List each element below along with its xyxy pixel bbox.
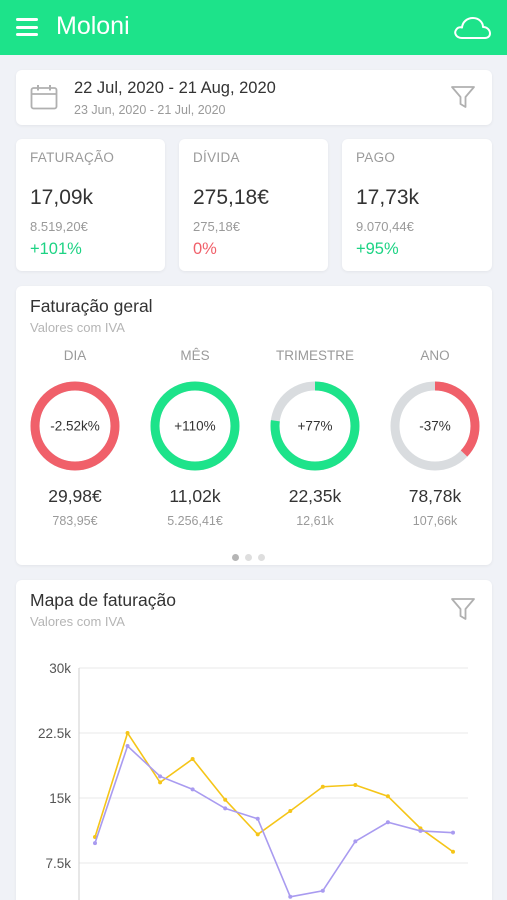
series-point — [288, 894, 293, 899]
line-chart: 7.5k 15k 22.5k 30k — [38, 661, 468, 900]
gauge-ring: -2.52k% — [30, 381, 120, 471]
y-tick-label: 30k — [49, 661, 71, 676]
series-line-1 — [94, 731, 454, 853]
gauge-arc — [390, 381, 480, 471]
series-line-2 — [94, 744, 454, 898]
mapa-faturacao-card: Mapa de faturação Valores com IVA 7.5k 15… — [16, 580, 492, 900]
date-range-card[interactable]: 22 Jul, 2020 - 21 Aug, 2020 23 Jun, 2020… — [16, 70, 492, 125]
y-tick-label: 7.5k — [45, 856, 71, 871]
menu-icon[interactable] — [16, 18, 38, 36]
app-title: Moloni — [56, 12, 130, 40]
series-point — [255, 816, 260, 821]
series-point — [451, 849, 455, 854]
stat-value: 17,09k — [30, 186, 94, 209]
gauge-label: MÊS — [180, 348, 210, 363]
stat-delta: 0% — [193, 240, 217, 258]
series-point — [353, 839, 358, 844]
stat-delta: +95% — [356, 240, 399, 258]
pager-dot-2[interactable] — [245, 554, 252, 561]
series-point — [320, 784, 325, 789]
stat-previous-value: 275,18€ — [193, 219, 240, 234]
pager-dot-1[interactable] — [232, 554, 239, 561]
series-point — [190, 787, 195, 792]
stat-value: 275,18€ — [193, 186, 269, 209]
gauge-arc — [270, 381, 360, 471]
gauge-previous: 5.256,41€ — [167, 514, 223, 528]
gauge-label: TRIMESTRE — [275, 348, 354, 363]
gauge-ring: +77% — [270, 381, 360, 471]
series-point — [385, 820, 390, 825]
gauge-previous: 12,61k — [296, 514, 334, 528]
stat-label: PAGO — [356, 150, 396, 165]
card-subtitle: Valores com IVA — [30, 614, 125, 629]
gauge-value: 29,98€ — [48, 486, 102, 506]
faturacao-geral-card: Faturação geral Valores com IVA DIA -2.5… — [16, 286, 492, 565]
series-point — [158, 774, 163, 779]
y-tick-label: 22.5k — [38, 726, 71, 741]
stat-card-pago[interactable]: PAGO 17,73k 9.070,44€ +95% — [342, 139, 492, 271]
stat-card-divida[interactable]: DÍVIDA 275,18€ 275,18€ 0% — [179, 139, 328, 271]
gauge-ring: -37% — [390, 381, 480, 471]
series-point — [385, 794, 390, 799]
current-date-range: 22 Jul, 2020 - 21 Aug, 2020 — [74, 79, 276, 97]
gauge-arc — [150, 381, 240, 471]
series-point — [418, 828, 423, 833]
gauge-previous: 783,95€ — [52, 514, 98, 528]
stat-previous-value: 9.070,44€ — [356, 219, 414, 234]
top-app-bar: Moloni — [0, 0, 507, 55]
carousel-pager — [232, 548, 271, 566]
stat-label: DÍVIDA — [193, 150, 240, 165]
series-point — [223, 806, 228, 811]
card-title: Faturação geral — [30, 296, 153, 316]
gauge-label: ANO — [420, 348, 450, 363]
gauge-trimestre[interactable]: TRIMESTRE +77% 22,35k 12,61k — [260, 348, 370, 528]
gauge-ring: +110% — [150, 381, 240, 471]
series-point — [158, 780, 163, 785]
previous-date-range: 23 Jun, 2020 - 21 Jul, 2020 — [74, 103, 226, 117]
gauge-center-text: +77% — [298, 419, 333, 434]
stat-delta: +101% — [30, 240, 82, 258]
gauge-mes[interactable]: MÊS +110% 11,02k 5.256,41€ — [140, 348, 250, 528]
gauge-previous: 107,66k — [412, 514, 458, 528]
card-subtitle: Valores com IVA — [30, 320, 125, 335]
gauge-value: 22,35k — [288, 486, 342, 506]
calendar-icon — [30, 85, 58, 110]
card-title: Mapa de faturação — [30, 590, 176, 610]
stat-value: 17,73k — [356, 186, 420, 209]
y-tick-label: 15k — [49, 791, 71, 806]
series-point — [125, 744, 130, 748]
stat-card-faturacao[interactable]: FATURAÇÃO 17,09k 8.519,20€ +101% — [16, 139, 165, 271]
gauge-center-text: +110% — [174, 419, 215, 434]
series-point — [223, 797, 228, 802]
series-point — [93, 841, 97, 846]
series-point — [190, 757, 195, 761]
series-point — [288, 809, 293, 813]
series-point — [125, 731, 130, 735]
filter-icon[interactable] — [450, 596, 476, 622]
gauge-value: 11,02k — [169, 486, 221, 506]
gauge-ano[interactable]: ANO -37% 78,78k 107,66k — [380, 348, 490, 528]
gauge-label: DIA — [63, 348, 87, 363]
gauge-center-text: -2.52k% — [50, 419, 100, 434]
series-point — [320, 888, 325, 893]
gauge-arc — [30, 381, 120, 471]
gauge-center-text: -37% — [419, 419, 451, 434]
stat-previous-value: 8.519,20€ — [30, 219, 88, 234]
pager-dot-3[interactable] — [258, 554, 265, 561]
series-point — [451, 830, 455, 835]
stat-label: FATURAÇÃO — [30, 150, 115, 165]
gauge-dia[interactable]: DIA -2.52k% 29,98€ 783,95€ — [20, 348, 130, 528]
gauge-value: 78,78k — [408, 486, 462, 506]
series-point — [255, 832, 260, 837]
filter-icon[interactable] — [450, 84, 476, 110]
series-point — [353, 783, 358, 787]
cloud-icon[interactable] — [452, 14, 492, 42]
